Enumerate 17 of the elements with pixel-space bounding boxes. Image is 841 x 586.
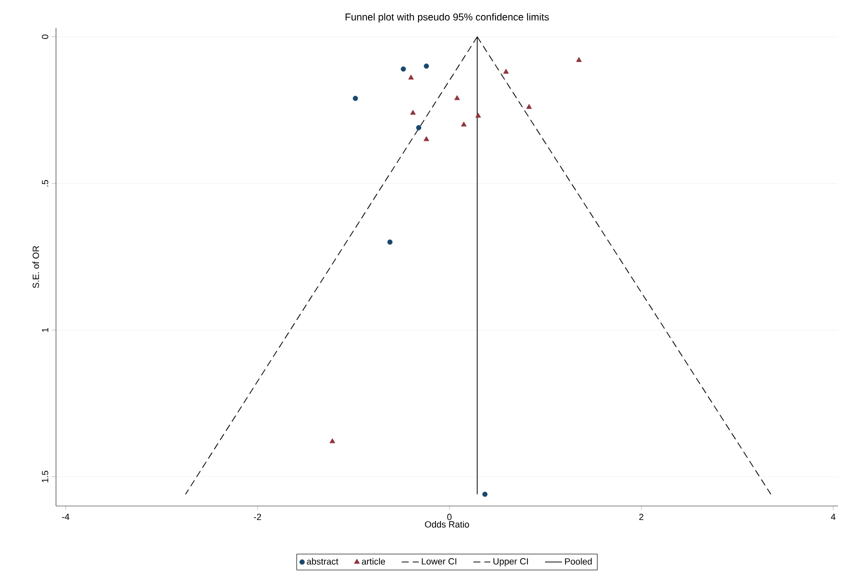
y-tick-label: .5: [42, 180, 48, 186]
legend-label: abstract: [306, 558, 338, 565]
x-tick-label: 4: [830, 514, 836, 520]
x-tick-label: 0: [447, 514, 452, 520]
legend-label: Pooled: [565, 558, 592, 565]
legend-label: article: [362, 558, 386, 565]
y-tick-label: 1.5: [42, 470, 48, 482]
x-tick-label: -4: [62, 514, 70, 520]
y-axis-title: S.E. of OR: [32, 246, 40, 288]
legend-label: Lower CI: [422, 558, 456, 564]
x-tick-label: -2: [254, 514, 262, 520]
x-axis-title: Odds Ratio: [425, 520, 470, 528]
x-tick-label: 2: [639, 514, 644, 520]
chart-title: Funnel plot with pseudo 95% confidence limits: [346, 13, 549, 22]
legend-label: Upper CI: [493, 558, 528, 566]
y-tick-label: 0: [42, 34, 48, 39]
y-tick-label: 1: [42, 328, 48, 332]
